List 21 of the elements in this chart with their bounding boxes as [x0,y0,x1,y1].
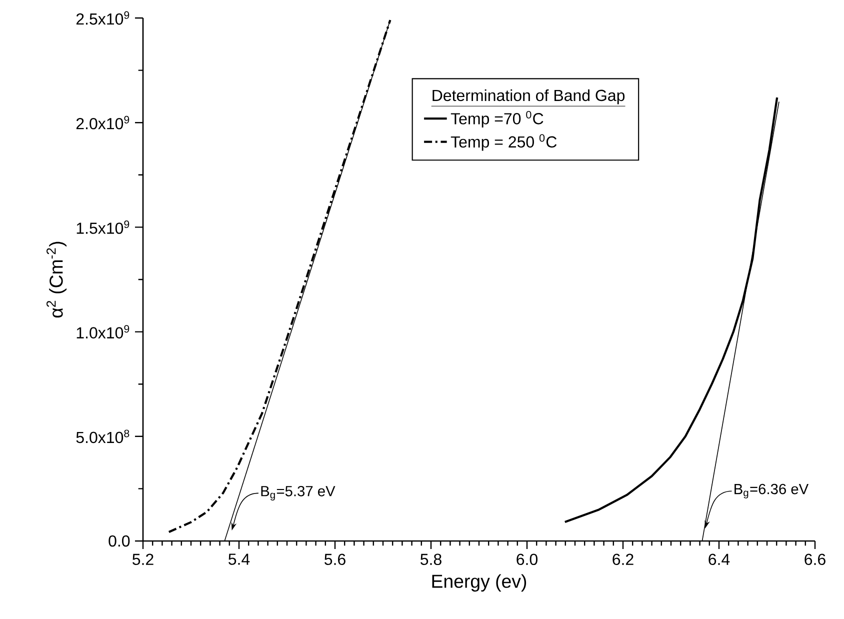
x-axis-title: Energy (ev) [432,574,526,592]
annotation: B$_{g}$=6.36 eV [734,484,809,498]
y-tick-label: 5.0x10$^{8}$ [76,430,130,444]
x-tick-label: 5.6 [324,554,346,566]
legend-label: Temp =70 $^{0}$C [450,110,544,128]
y-tick-label: 1.0x10$^{9}$ [76,325,130,338]
x-tick-label: 5.4 [228,554,250,565]
y-tick-label: 1.5x10$^{9}$ [76,220,130,234]
y-tick-label: 0.0 [108,535,130,547]
y-axis-title: α$^{2}$ (Cm$^{-2}$) [46,242,66,318]
annotation: B$_{g}$=5.37 eV [261,486,336,500]
legend-title: Determination of Band Gap [432,89,625,104]
legend-label: Temp = 250 $^{0}$C [450,134,557,151]
x-tick-label: 6.2 [612,554,634,566]
x-tick-label: 5.2 [132,554,154,566]
x-tick-label: 6.4 [708,554,730,566]
x-tick-label: 6.0 [516,554,538,566]
y-tick-label: 2.0x10$^{9}$ [76,116,130,130]
x-tick-label: 6.6 [804,554,826,566]
y-tick-label: 2.5x10$^{9}$ [76,11,130,25]
x-tick-label: 5.8 [420,554,442,566]
